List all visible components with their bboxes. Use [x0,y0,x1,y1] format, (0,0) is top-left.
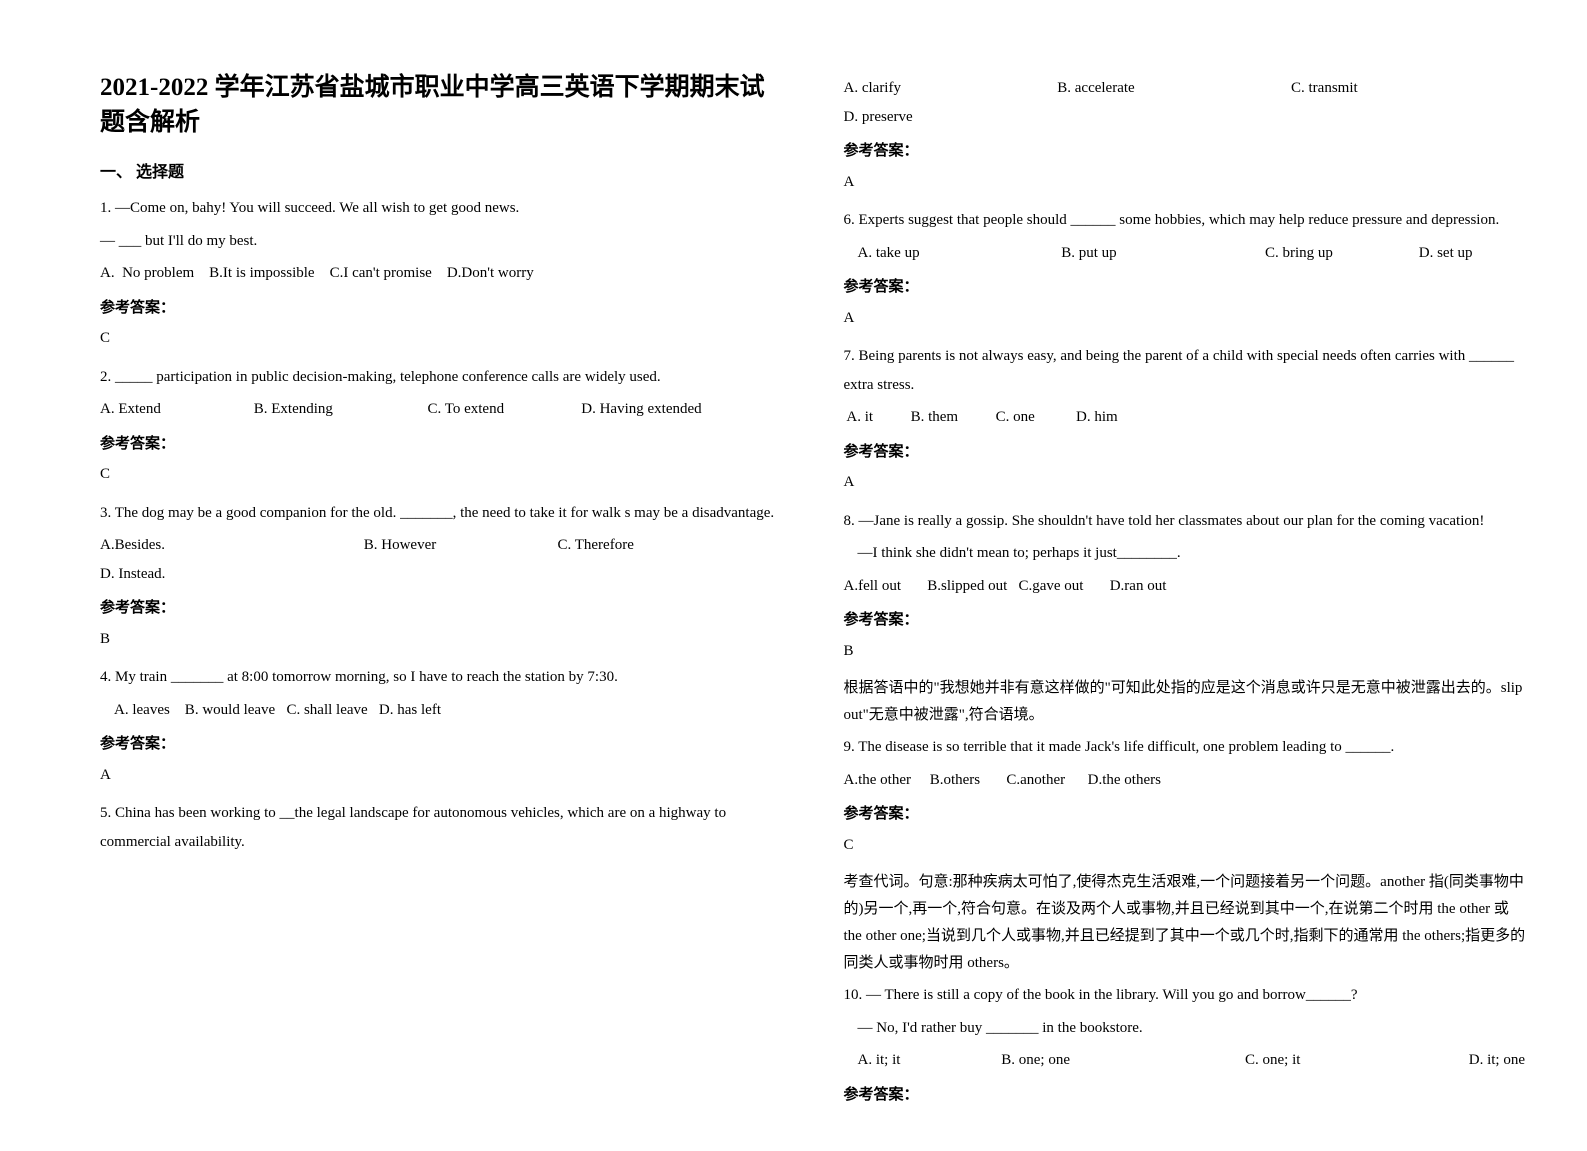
answer-label: 参考答案： [100,430,784,459]
page: 2021-2022 学年江苏省盐城市职业中学高三英语下学期期末试题含解析 一、 … [0,0,1587,1151]
q5-opt-b: B. accelerate [1057,74,1287,103]
q7-answer: A [844,468,1528,497]
q2-options: A. Extend B. Extending C. To extend D. H… [100,395,784,424]
q8-options: A.fell out B.slipped out C.gave out D.ra… [844,572,1528,601]
q5-stem: 5. China has been working to __the legal… [100,799,784,856]
q4-stem: 4. My train _______ at 8:00 tomorrow mor… [100,663,784,692]
q9-options: A.the other B.others C.another D.the oth… [844,766,1528,795]
q9-explanation: 考查代词。句意:那种疾病太可怕了,使得杰克生活艰难,一个问题接着另一个问题。an… [844,869,1528,977]
left-column: 2021-2022 学年江苏省盐城市职业中学高三英语下学期期末试题含解析 一、 … [100,70,784,1111]
q10-opt-b: B. one; one [1001,1046,1241,1075]
q3-opt-a: A.Besides. [100,531,360,560]
q8-answer: B [844,637,1528,666]
q7-stem: 7. Being parents is not always easy, and… [844,342,1528,399]
q2-opt-c: C. To extend [428,395,578,424]
answer-label: 参考答案： [844,606,1528,635]
q1-options: A. No problem B.It is impossible C.I can… [100,259,784,288]
answer-label: 参考答案： [100,294,784,323]
q10-options: A. it; it B. one; one C. one; it D. it; … [858,1046,1528,1075]
q4-answer: A [100,761,784,790]
q6-answer: A [844,304,1528,333]
q6-opt-d: D. set up [1419,239,1473,268]
q5-opt-d: D. preserve [844,103,913,132]
q6-opt-c: C. bring up [1265,239,1415,268]
q6-opt-a: A. take up [858,239,1058,268]
q10-stem1: 10. — There is still a copy of the book … [844,981,1528,1010]
answer-label: 参考答案： [844,1081,1528,1110]
q5-opt-a: A. clarify [844,74,1054,103]
answer-label: 参考答案： [844,273,1528,302]
q9-stem: 9. The disease is so terrible that it ma… [844,733,1528,762]
q7-options: A. it B. them C. one D. him [844,403,1528,432]
q2-stem: 2. _____ participation in public decisio… [100,363,784,392]
q10-opt-a: A. it; it [858,1046,998,1075]
q9-answer: C [844,831,1528,860]
q6-opt-b: B. put up [1061,239,1261,268]
q2-opt-b: B. Extending [254,395,424,424]
answer-label: 参考答案： [100,730,784,759]
q5-options: A. clarify B. accelerate C. transmit D. … [844,74,1528,131]
doc-title: 2021-2022 学年江苏省盐城市职业中学高三英语下学期期末试题含解析 [100,70,784,140]
q3-answer: B [100,625,784,654]
q10-opt-c: C. one; it [1245,1046,1465,1075]
q1-answer: C [100,324,784,353]
answer-label: 参考答案： [100,594,784,623]
section-heading: 一、 选择题 [100,158,784,188]
q3-opt-d: D. Instead. [100,560,165,589]
answer-label: 参考答案： [844,137,1528,166]
q8-stem2: —I think she didn't mean to; perhaps it … [858,539,1528,568]
q2-opt-a: A. Extend [100,395,250,424]
q10-stem2: — No, I'd rather buy _______ in the book… [858,1014,1528,1043]
q3-opt-b: B. However [364,531,554,560]
q10-opt-d: D. it; one [1469,1046,1525,1075]
answer-label: 参考答案： [844,438,1528,467]
q3-stem: 3. The dog may be a good companion for t… [100,499,784,528]
q2-opt-d: D. Having extended [581,395,701,424]
q6-options: A. take up B. put up C. bring up D. set … [858,239,1528,268]
q2-answer: C [100,460,784,489]
q3-opt-c: C. Therefore [558,531,748,560]
q1-line2: — ___ but I'll do my best. [100,227,784,256]
q5-opt-c: C. transmit [1291,74,1511,103]
answer-label: 参考答案： [844,800,1528,829]
q8-explanation: 根据答语中的"我想她并非有意这样做的"可知此处指的应是这个消息或许只是无意中被泄… [844,675,1528,729]
right-column: A. clarify B. accelerate C. transmit D. … [844,70,1528,1111]
q6-stem: 6. Experts suggest that people should __… [844,206,1528,235]
q1-stem: 1. —Come on, bahy! You will succeed. We … [100,194,784,223]
q8-stem1: 8. —Jane is really a gossip. She shouldn… [844,507,1528,536]
q5-answer: A [844,168,1528,197]
q3-options: A.Besides. B. However C. Therefore D. In… [100,531,784,588]
q4-options: A. leaves B. would leave C. shall leave … [114,696,784,725]
